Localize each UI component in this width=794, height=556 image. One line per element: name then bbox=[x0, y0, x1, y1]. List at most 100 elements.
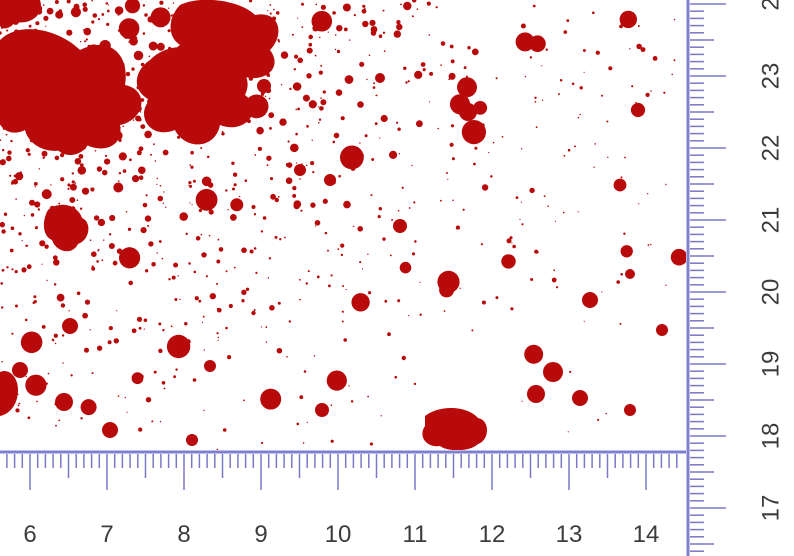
blood-droplet bbox=[268, 112, 275, 119]
blood-droplet bbox=[71, 228, 74, 232]
blood-droplet bbox=[340, 243, 345, 248]
blood-droplet bbox=[186, 434, 198, 446]
blood-droplet bbox=[200, 147, 203, 149]
blood-droplet bbox=[1, 92, 5, 96]
blood-droplet bbox=[71, 172, 75, 175]
blood-droplet bbox=[390, 254, 392, 257]
blood-droplet bbox=[277, 301, 281, 305]
blood-droplet bbox=[428, 34, 431, 36]
blood-droplet bbox=[246, 65, 254, 74]
blood-droplet bbox=[185, 232, 188, 235]
blood-droplet bbox=[551, 277, 557, 283]
blood-droplet bbox=[403, 1, 412, 11]
blood-droplet bbox=[650, 243, 652, 246]
blood-droplet bbox=[27, 52, 34, 59]
blood-droplet bbox=[61, 334, 65, 337]
blood-droplet bbox=[182, 21, 184, 24]
blood-droplet bbox=[224, 25, 227, 29]
blood-droplet bbox=[293, 200, 302, 208]
vertical-ruler-label: 18 bbox=[757, 423, 784, 450]
blood-droplet bbox=[440, 41, 446, 46]
blood-droplet bbox=[143, 318, 148, 322]
blood-droplet bbox=[225, 326, 228, 330]
vertical-ruler-ticks bbox=[690, 3, 726, 552]
blood-droplet bbox=[519, 218, 521, 220]
blood-droplet bbox=[107, 9, 110, 13]
blood-droplet bbox=[27, 152, 31, 156]
blood-droplet bbox=[223, 106, 231, 114]
blood-droplet bbox=[296, 422, 300, 426]
blood-droplet bbox=[416, 120, 423, 128]
blood-droplet bbox=[231, 161, 235, 165]
blood-droplet bbox=[268, 257, 272, 260]
blood-droplet bbox=[22, 67, 27, 71]
blood-droplet bbox=[203, 349, 205, 351]
blood-droplet bbox=[529, 187, 535, 194]
blood-droplet bbox=[94, 80, 97, 83]
blood-droplet bbox=[190, 165, 194, 169]
blood-droplet bbox=[154, 80, 160, 85]
blood-droplet bbox=[400, 3, 402, 6]
blood-droplet bbox=[131, 328, 137, 334]
blood-droplet bbox=[128, 41, 130, 43]
blood-droplet bbox=[104, 158, 111, 165]
blood-droplet bbox=[48, 78, 53, 83]
blood-droplet bbox=[529, 56, 533, 59]
blood-droplet bbox=[67, 112, 71, 116]
blood-droplet bbox=[443, 310, 446, 312]
blood-droplet bbox=[247, 119, 251, 123]
blood-droplet bbox=[232, 172, 238, 177]
blood-droplet bbox=[579, 86, 583, 90]
blood-droplet bbox=[211, 100, 214, 103]
blood-droplet bbox=[70, 125, 72, 128]
blood-droplet bbox=[10, 139, 13, 143]
blood-droplet bbox=[93, 215, 100, 221]
blood-droplet bbox=[24, 318, 28, 322]
blood-droplet bbox=[80, 399, 97, 416]
blood-droplet bbox=[272, 16, 276, 21]
blood-droplet bbox=[139, 111, 142, 113]
blood-droplet bbox=[168, 278, 171, 281]
blood-droplet bbox=[82, 312, 88, 319]
blood-droplet bbox=[452, 199, 454, 201]
blood-droplet bbox=[601, 94, 604, 97]
blood-droplet bbox=[378, 34, 383, 38]
blood-droplet bbox=[192, 179, 196, 183]
blood-droplet bbox=[543, 195, 546, 198]
blood-droplet bbox=[138, 166, 146, 174]
blood-droplet bbox=[320, 97, 322, 99]
blood-droplet bbox=[663, 91, 666, 94]
blood-droplet bbox=[150, 7, 171, 28]
blood-droplet bbox=[17, 393, 19, 396]
blood-droplet bbox=[6, 29, 9, 32]
blood-droplet bbox=[7, 68, 9, 70]
blood-droplet bbox=[58, 202, 61, 205]
blood-droplet bbox=[44, 244, 49, 249]
blood-droplet bbox=[190, 29, 193, 32]
blood-droplet bbox=[132, 175, 140, 183]
blood-droplet bbox=[251, 205, 256, 209]
blood-droplet bbox=[310, 161, 315, 166]
blood-droplet bbox=[253, 309, 256, 311]
blood-droplet bbox=[51, 124, 54, 126]
blood-droplet bbox=[0, 282, 3, 285]
blood-droplet bbox=[348, 39, 351, 41]
blood-droplet bbox=[506, 238, 512, 244]
blood-droplet bbox=[177, 275, 179, 277]
blood-droplet bbox=[420, 62, 426, 67]
blood-droplet bbox=[640, 47, 646, 52]
blood-droplet bbox=[91, 372, 94, 375]
blood-droplet bbox=[63, 245, 66, 248]
blood-droplet bbox=[156, 252, 158, 254]
blood-droplet bbox=[306, 124, 308, 127]
blood-droplet bbox=[465, 97, 468, 101]
horizontal-ruler: 6 7 8 9 10 11 12 13 14 bbox=[0, 450, 686, 556]
blood-droplet bbox=[11, 268, 14, 271]
blood-droplet bbox=[397, 127, 401, 131]
blood-droplet bbox=[202, 315, 205, 318]
blood-droplet bbox=[336, 25, 343, 32]
blood-droplet bbox=[118, 172, 122, 175]
blood-droplet bbox=[620, 245, 633, 258]
blood-droplet bbox=[184, 322, 188, 326]
blood-droplet bbox=[515, 32, 535, 52]
